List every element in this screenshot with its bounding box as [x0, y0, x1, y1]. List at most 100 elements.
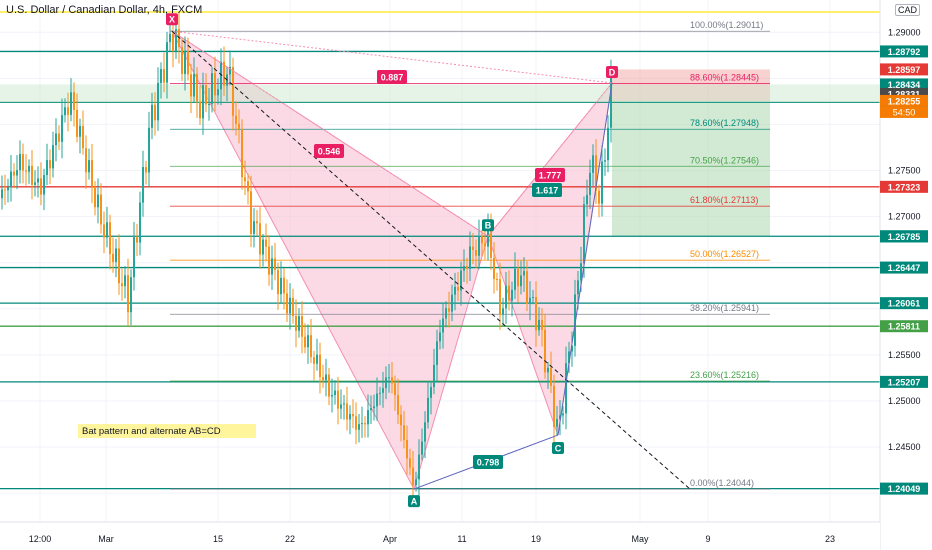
candle-body: [91, 160, 93, 187]
candle-body: [277, 270, 279, 295]
candle-body: [316, 354, 318, 364]
candle-body: [349, 414, 351, 420]
candle-body: [385, 377, 387, 389]
line-price-tag-bg: [880, 320, 928, 333]
ratio-badge-bg: [473, 455, 503, 469]
candle-body: [265, 239, 267, 247]
x-tick-label: 19: [531, 534, 541, 544]
candle-body: [592, 155, 594, 173]
candle-body: [19, 153, 21, 171]
candle-body: [151, 104, 153, 128]
candle-body: [70, 92, 72, 115]
candle-body: [589, 172, 591, 195]
candle-body: [160, 69, 162, 84]
candle-body: [145, 166, 147, 173]
candle-body: [37, 178, 39, 183]
countdown-label: 54:50: [893, 107, 916, 117]
pivot-c-label: C: [552, 442, 564, 455]
candle-body: [325, 374, 327, 381]
y-tick-label: 1.24500: [888, 442, 921, 452]
candle-body: [340, 404, 342, 409]
candle-body: [58, 133, 60, 142]
currency-label[interactable]: CAD: [895, 4, 921, 16]
candle-body: [169, 33, 171, 43]
candle-body: [376, 393, 378, 407]
candle-body: [130, 277, 132, 313]
price-tag-bg: [880, 94, 928, 107]
candle-body: [475, 249, 477, 256]
candle-body: [583, 204, 585, 264]
candle-body: [199, 101, 201, 119]
candle-body: [286, 293, 288, 314]
x-tick-label: 9: [705, 534, 710, 544]
candle-body: [436, 341, 438, 365]
candle-body: [85, 148, 87, 173]
candle-body: [118, 248, 120, 284]
candle-body: [319, 354, 321, 378]
candle-body: [469, 246, 471, 269]
candle-body: [136, 237, 138, 243]
pivot-a-label: A: [408, 495, 420, 508]
target-zone: [612, 100, 770, 237]
candle-body: [355, 416, 357, 430]
price-tag: 1.28597: [888, 65, 921, 75]
candle-body: [598, 190, 600, 204]
line-price-tag: 1.27323: [888, 182, 921, 192]
pivot-badge-text: X: [169, 15, 175, 25]
fib-level-label: 38.20%(1.25941): [690, 303, 759, 313]
line-price-tag-bg: [880, 45, 928, 58]
candle-body: [364, 423, 366, 425]
price-axis: 1.29000 1.27500 1.27000 1.25500 1.25000 1.245…: [879, 0, 932, 550]
candle-body: [13, 171, 15, 176]
candle-body: [406, 439, 408, 459]
candle-body: [547, 367, 549, 373]
candle-body: [154, 104, 156, 121]
candle-body: [535, 296, 537, 331]
bd-dotted-line: [487, 82, 613, 237]
candle-body: [298, 316, 300, 331]
x-tick-label: 23: [825, 534, 835, 544]
candle-body: [334, 390, 336, 396]
candle-body: [397, 395, 399, 415]
line-price-tag: 1.26447: [888, 263, 921, 273]
ratio-badge: 0.798: [473, 455, 503, 469]
candle-body: [412, 467, 414, 485]
candle-body: [595, 155, 597, 191]
candle-body: [223, 61, 225, 86]
candle-body: [388, 377, 390, 379]
candle-body: [523, 271, 525, 276]
candle-body: [121, 283, 123, 287]
candle-body: [499, 279, 501, 315]
ratio-badge-label: 1.617: [536, 186, 559, 196]
candle-body: [232, 66, 234, 116]
candle-body: [445, 308, 447, 319]
candle-body: [382, 388, 384, 393]
candle-body: [310, 335, 312, 358]
candle-body: [52, 145, 54, 169]
line-price-tag-bg: [880, 375, 928, 388]
fib-level-label: 70.50%(1.27546): [690, 155, 759, 165]
candle-body: [574, 294, 576, 346]
candle-body: [184, 51, 186, 75]
candle-body: [34, 182, 36, 185]
candle-body: [82, 126, 84, 149]
candle-body: [457, 286, 459, 291]
candle-body: [367, 410, 369, 425]
annotation-text: Bat pattern and alternate AB=CD: [82, 426, 221, 437]
pivot-d-label: D: [606, 65, 618, 78]
price-tag: 1.28331: [888, 89, 921, 99]
candle-body: [541, 319, 543, 330]
candle-body: [514, 268, 516, 290]
candle-body: [451, 294, 453, 312]
candle-body: [262, 239, 264, 255]
y-tick-label: 1.25000: [888, 396, 921, 406]
candle-body: [313, 357, 315, 364]
fib-level-label: 61.80%(1.27113): [690, 195, 758, 205]
candle-body: [271, 258, 273, 275]
fib-level-label: 78.60%(1.27948): [690, 118, 759, 128]
line-price-tag: 1.24049: [888, 484, 921, 494]
candle-body: [493, 257, 495, 280]
candle-body: [433, 364, 435, 388]
